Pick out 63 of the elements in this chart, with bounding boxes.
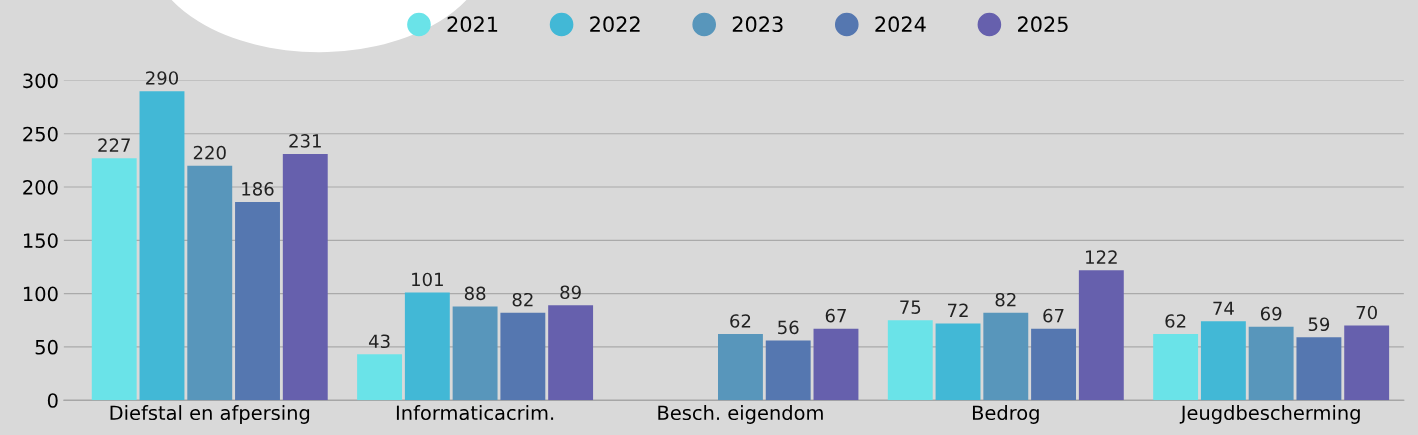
- y-tick-label: 200: [23, 180, 58, 195]
- data-label: 56: [778, 320, 799, 335]
- x-tick-label: Informaticacrim.: [396, 405, 554, 421]
- data-label: 43: [368, 334, 390, 349]
- bar: [357, 354, 403, 401]
- bar: [187, 165, 233, 401]
- y-tick-label: 100: [23, 286, 58, 302]
- data-label: 290: [146, 71, 179, 85]
- data-label: 62: [730, 314, 751, 328]
- bar: [91, 158, 137, 401]
- data-label: 59: [1308, 317, 1330, 332]
- bar: [404, 292, 450, 401]
- data-label: 227: [98, 138, 130, 152]
- y-tick-label: 300: [23, 73, 58, 89]
- data-label: 72: [948, 303, 968, 317]
- bar: [500, 312, 546, 401]
- y-tick-label: 50: [35, 339, 58, 355]
- data-label: 82: [512, 292, 533, 307]
- data-label: 82: [995, 292, 1016, 307]
- data-label: 62: [1165, 314, 1186, 328]
- bar: [887, 320, 933, 401]
- bar: [1296, 337, 1342, 401]
- x-tick-label: Jeugdbescherming: [1179, 405, 1360, 424]
- bar: [1153, 334, 1199, 401]
- y-tick-label: 250: [23, 126, 58, 142]
- data-label: 67: [1043, 308, 1064, 323]
- data-label: 231: [289, 134, 321, 148]
- legend-label: 2022: [590, 16, 640, 33]
- bar: [935, 323, 981, 401]
- bar: [1078, 270, 1124, 401]
- y-tick-label: 0: [47, 393, 58, 408]
- bar: [1344, 325, 1390, 401]
- legend-label: 2021: [447, 16, 498, 33]
- data-label: 101: [412, 272, 443, 287]
- bar: [1200, 321, 1246, 401]
- data-label: 67: [825, 308, 846, 323]
- bar: [983, 312, 1029, 401]
- data-label: 69: [1260, 306, 1282, 321]
- data-label: 89: [560, 285, 581, 300]
- data-label: 75: [900, 300, 921, 314]
- bar: [548, 305, 594, 401]
- x-tick-label: Bedrog: [972, 405, 1039, 424]
- bar: [139, 91, 185, 401]
- bar: [1031, 328, 1077, 401]
- data-label: 74: [1213, 301, 1234, 315]
- legend-label: 2023: [732, 16, 783, 33]
- x-tick-label: Besch. eigendom: [658, 405, 823, 424]
- bar: [235, 201, 280, 401]
- bar: [813, 328, 859, 401]
- bar: [1248, 326, 1294, 401]
- bar: [765, 340, 811, 401]
- bar: [718, 334, 763, 401]
- bar: [452, 306, 498, 401]
- data-label: 70: [1356, 305, 1377, 320]
- data-label: 186: [242, 182, 274, 196]
- legend-label: 2024: [875, 16, 926, 33]
- data-label: 220: [193, 145, 226, 160]
- x-tick-label: Diefstal en afpersing: [110, 405, 310, 424]
- data-label: 122: [1086, 250, 1117, 264]
- bar: [282, 154, 328, 401]
- y-tick-label: 150: [23, 233, 58, 248]
- legend-label: 2025: [1018, 16, 1068, 33]
- data-label: 88: [464, 286, 486, 301]
